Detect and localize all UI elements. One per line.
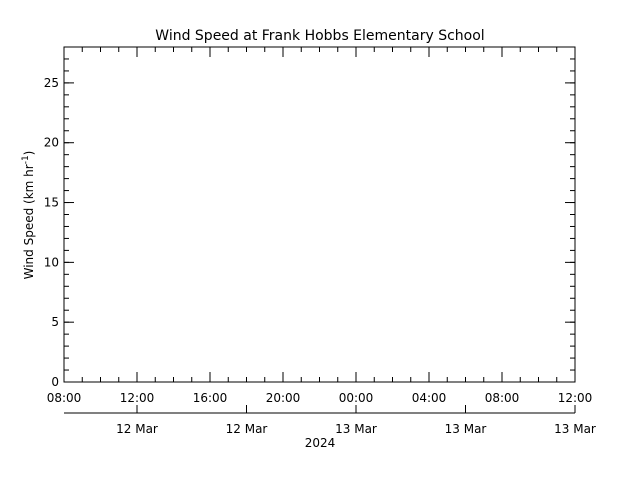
date-tick-label: 12 Mar (116, 422, 158, 436)
x-tick-label: 12:00 (558, 391, 593, 405)
x-tick-label: 20:00 (266, 391, 301, 405)
date-axis-year: 2024 (305, 436, 336, 450)
y-label-text: Wind Speed (km hr (22, 164, 36, 279)
y-tick-label: 25 (44, 76, 59, 90)
date-tick-label: 13 Mar (335, 422, 377, 436)
date-tick-label: 12 Mar (226, 422, 268, 436)
y-tick-label: 5 (51, 315, 59, 329)
x-tick-label: 08:00 (485, 391, 520, 405)
y-label-suffix: ) (22, 151, 36, 156)
y-axis-label: Wind Speed (km hr-1) (21, 151, 36, 280)
y-tick-label: 0 (51, 375, 59, 389)
chart-title: Wind Speed at Frank Hobbs Elementary Sch… (155, 28, 484, 44)
y-tick-label: 20 (44, 136, 59, 150)
x-tick-label: 00:00 (339, 391, 374, 405)
y-tick-label: 15 (44, 196, 59, 210)
x-tick-label: 04:00 (412, 391, 447, 405)
date-tick-label: 13 Mar (554, 422, 596, 436)
x-tick-label: 08:00 (47, 391, 82, 405)
y-tick-label: 10 (44, 255, 59, 269)
x-tick-label: 12:00 (120, 391, 155, 405)
y-label-sup: -1 (21, 155, 31, 164)
x-tick-label: 16:00 (193, 391, 228, 405)
date-tick-label: 13 Mar (445, 422, 487, 436)
